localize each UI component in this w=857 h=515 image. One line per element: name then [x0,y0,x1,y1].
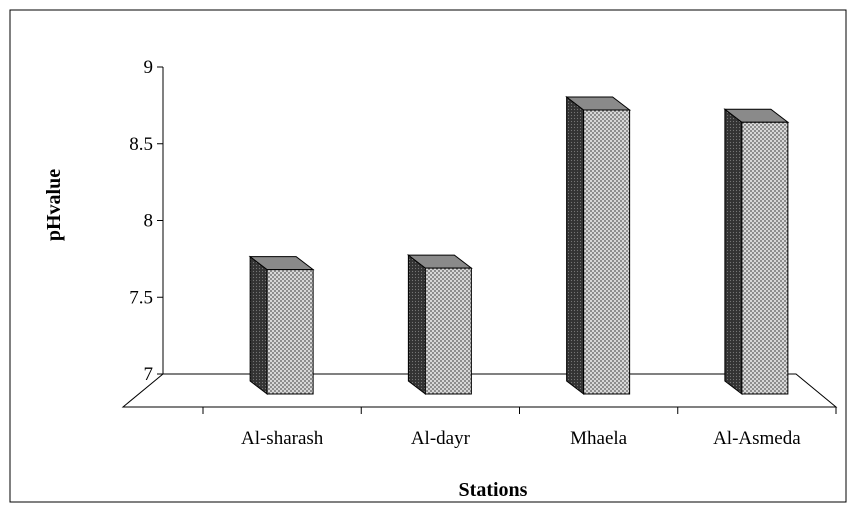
bar-side [249,255,268,396]
y-tick-label: 8 [144,211,154,232]
y-tick-label: 8.5 [129,134,153,155]
bar-1 [248,255,315,396]
bar-side [566,95,585,396]
y-tick-label: 7 [144,364,154,385]
bar-2 [406,254,473,396]
bar-side [407,254,426,396]
bar-3 [565,95,632,396]
category-labels: Al-sharash Al-dayr Mhaela Al-Asmeda [241,428,801,449]
bar-front [424,267,472,395]
x-axis-title: Stations [459,479,528,501]
bar-4 [723,108,790,396]
bar-front [583,109,631,395]
x-category-label: Al-dayr [411,428,471,449]
x-category-label: Al-sharash [241,428,324,449]
x-category-label: Mhaela [570,428,628,449]
bar-front [741,121,789,395]
bar-front [266,269,314,395]
y-axis-title: pHvalue [43,169,65,241]
chart-frame [9,9,847,503]
x-category-label: Al-Asmeda [713,428,801,449]
bar-side [724,108,743,396]
y-tick-label: 7.5 [129,287,153,308]
y-tick-label: 9 [144,57,154,78]
bars [248,95,790,396]
